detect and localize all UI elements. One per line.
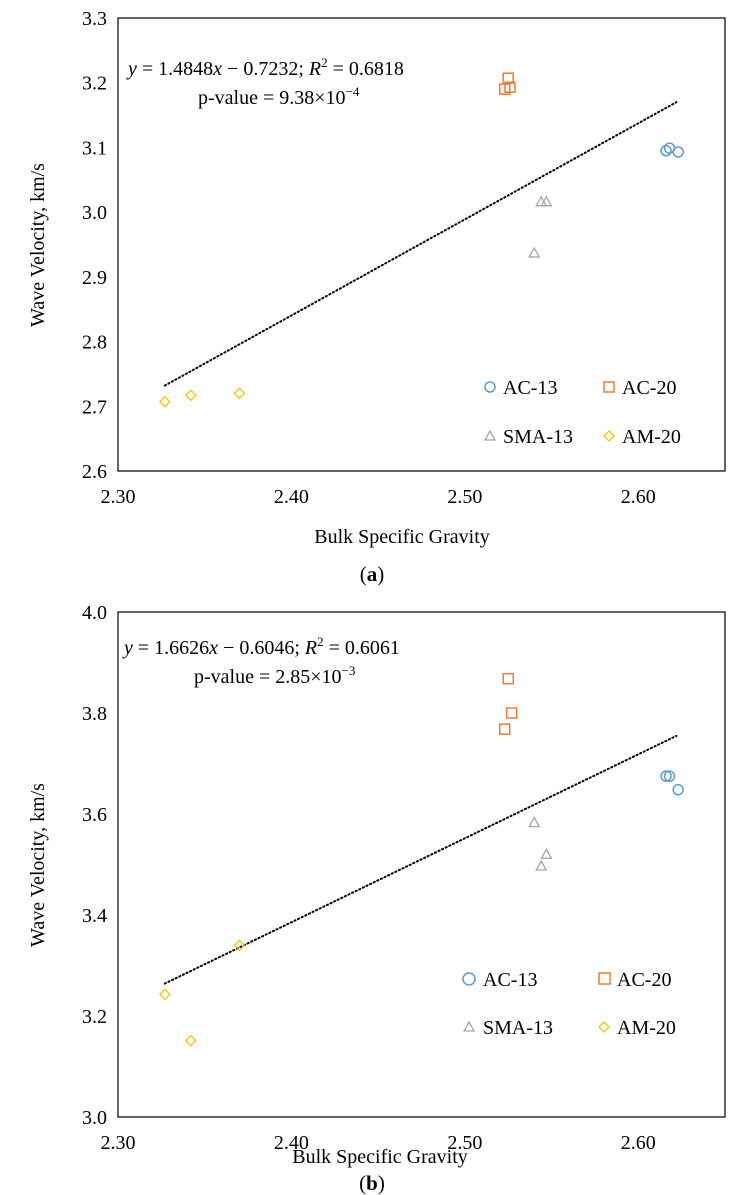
legend-label-ac13-b: AC-13 [483,969,537,991]
data-point-ac-13 [672,784,684,796]
data-markers-b [158,672,684,1047]
legend-a: AC-13 AC-20 SMA-13 AM-20 [483,377,681,448]
data-point-ac-13 [660,770,672,782]
y-tick-label: 4.0 [82,602,107,624]
data-point-ac-20 [502,672,514,685]
data-point-am-20 [233,387,246,400]
trendline-a [163,101,678,387]
y-tick-label: 3.2 [82,1006,107,1028]
legend-label-sma13-b: SMA-13 [483,1017,553,1039]
legend-marker-am20-b [598,1021,610,1033]
trendline-b [163,734,678,985]
data-point-ac-13 [660,144,672,157]
legend-label-sma13-a: SMA-13 [503,426,573,448]
y-tick-label: 3.2 [82,73,107,95]
panel-caption-a: (a) [360,562,385,586]
y-tick-label: 3.0 [82,1107,107,1129]
legend-marker-ac20-b [598,972,611,985]
y-axis-title-a: Wave Velocity, km/s [27,163,49,327]
data-point-ac-20 [505,707,518,719]
data-point-am-20 [184,389,197,402]
y-axis-b: 3.0 3.2 3.4 3.6 3.8 4.0 [82,602,107,1129]
legend-marker-ac13-b [462,972,476,986]
x-tick-label: 2.40 [274,1132,309,1154]
data-point-sma-13 [528,816,541,828]
trendline-group-a [163,101,678,387]
data-point-ac-20 [502,72,514,84]
x-tick-label: 2.50 [447,1132,482,1154]
data-point-ac-13 [663,770,676,782]
data-point-am-20 [184,1034,197,1047]
x-tick-label: 2.30 [101,1132,136,1154]
plot-area-frame-b [117,611,726,1118]
y-tick-label: 2.8 [82,332,107,354]
legend-b: AC-13 AC-20 SMA-13 AM-20 [462,969,676,1039]
data-markers-a [158,72,684,408]
trendline-group-b [163,734,678,985]
equation-label-a: y = 1.4848x − 0.7232; R2 = 0.6818 [126,55,404,80]
data-point-ac-20 [504,81,516,93]
data-point-sma-13 [528,246,541,258]
x-tick-label: 2.60 [621,486,656,508]
data-point-sma-13 [535,859,548,871]
x-axis-b: 2.30 2.40 2.50 2.60 [101,1132,656,1154]
data-point-sma-13 [535,195,548,207]
y-tick-label: 3.3 [82,8,107,30]
legend-marker-am20-a [603,430,615,442]
y-tick-label: 3.4 [82,905,107,927]
legend-label-am20-b: AM-20 [617,1017,676,1039]
data-point-ac-13 [672,146,684,158]
legend-label-ac20-a: AC-20 [622,377,676,399]
data-point-am-20 [158,395,171,408]
legend-marker-ac13-a [484,381,496,393]
x-tick-label: 2.30 [101,486,136,508]
panel-caption-b: (b) [359,1171,385,1195]
x-tick-label: 2.50 [447,486,482,508]
y-axis-a: 2.6 2.7 2.8 2.9 3.0 3.1 3.2 3.3 [82,8,107,483]
y-axis-title-b: Wave Velocity, km/s [27,783,49,947]
x-tick-label: 2.60 [621,1132,656,1154]
equation-label-b: y = 1.6626x − 0.6046; R2 = 0.6061 [122,634,400,659]
y-tick-label: 2.9 [82,267,107,289]
y-tick-label: 2.6 [82,461,107,483]
data-point-sma-13 [540,848,553,860]
legend-marker-sma13-b [462,1020,476,1032]
y-tick-label: 3.1 [82,137,107,159]
legend-marker-sma13-a [483,429,497,441]
y-tick-label: 2.7 [82,396,107,418]
data-point-am-20 [158,988,171,1001]
data-point-ac-20 [498,723,511,735]
x-axis-title-a: Bulk Specific Gravity [314,526,490,548]
y-tick-label: 3.8 [82,703,107,725]
x-tick-label: 2.40 [274,486,309,508]
data-point-am-20 [233,939,246,952]
data-point-sma-13 [540,195,553,207]
x-axis-a: 2.30 2.40 2.50 2.60 [101,486,656,508]
plot-area-frame-a [117,17,726,472]
y-tick-label: 3.6 [82,804,107,826]
chart-panel-b: 3.0 3.2 3.4 3.6 3.8 4.0 2.30 2.40 2.50 2.60 y = … [27,602,726,1195]
y-tick-label: 3.0 [82,202,107,224]
x-axis-title-b: Bulk Specific Gravity [292,1146,468,1168]
legend-marker-ac20-a [603,381,615,393]
legend-label-ac20-b: AC-20 [617,969,671,991]
pvalue-label-b: p-value = 2.85×10−3 [194,663,355,688]
legend-label-ac13-a: AC-13 [503,377,557,399]
chart-panel-a: 2.6 2.7 2.8 2.9 3.0 3.1 3.2 3.3 2.30 2.40 2.50 2.6… [27,8,726,586]
pvalue-label-a: p-value = 9.38×10−4 [198,84,360,109]
legend-label-am20-a: AM-20 [622,426,681,448]
